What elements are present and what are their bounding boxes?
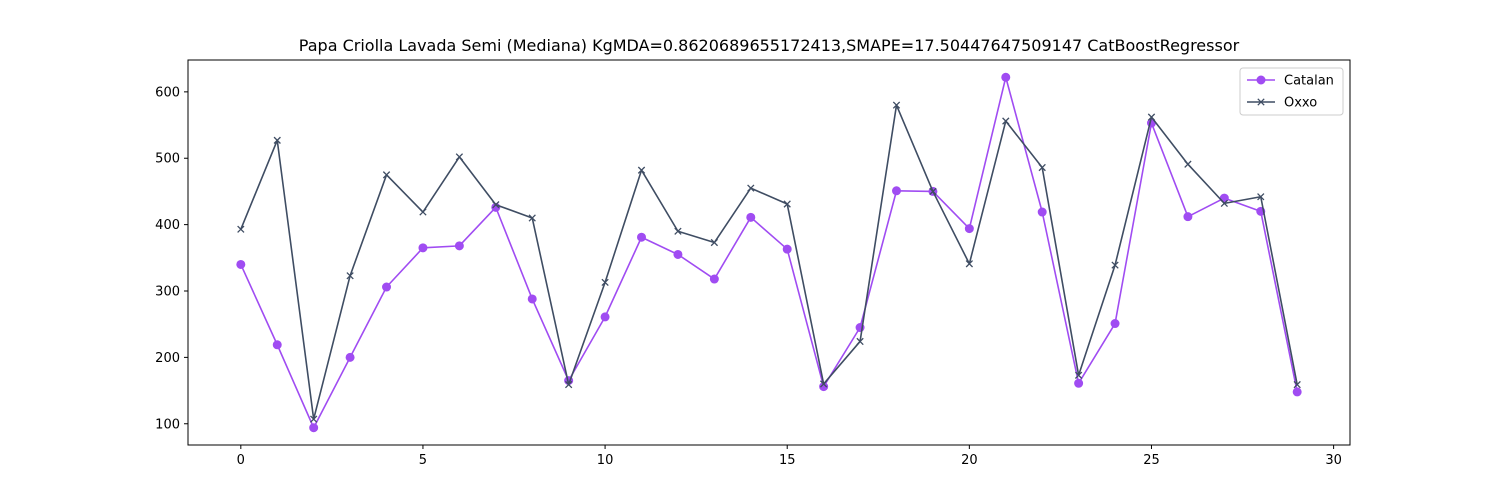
x-tick-label: 20	[961, 453, 978, 468]
y-tick-label: 100	[155, 417, 180, 432]
x-tick-label: 0	[237, 453, 245, 468]
data-point-oxxo	[637, 166, 646, 174]
data-point-oxxo	[1147, 113, 1156, 121]
data-point-oxxo	[856, 337, 864, 346]
data-point-catalan	[709, 274, 719, 284]
chart-title: Papa Criolla Lavada Semi (Mediana) KgMDA…	[299, 36, 1240, 55]
data-point-catalan	[345, 352, 355, 362]
x-tick-label: 25	[1143, 453, 1160, 468]
data-point-catalan	[782, 244, 792, 254]
data-point-oxxo	[1038, 163, 1046, 172]
data-point-catalan	[637, 232, 647, 242]
data-point-catalan	[1110, 319, 1120, 329]
data-point-oxxo	[346, 272, 354, 280]
y-tick-label: 300	[155, 285, 180, 300]
data-point-oxxo	[601, 278, 609, 287]
y-tick-label: 600	[155, 85, 180, 100]
data-point-oxxo	[783, 200, 791, 208]
series-line-oxxo	[240, 104, 1298, 420]
data-point-oxxo	[382, 171, 391, 179]
data-point-catalan	[891, 186, 901, 196]
data-point-oxxo	[419, 208, 427, 216]
data-point-oxxo	[1002, 117, 1010, 125]
y-axis: 100 200 300 400 500 600	[155, 85, 188, 432]
data-point-catalan	[1292, 387, 1302, 397]
series-line-catalan	[240, 76, 1298, 429]
data-point-oxxo	[1293, 380, 1301, 389]
x-tick-label: 30	[1325, 453, 1342, 468]
data-point-oxxo	[929, 187, 937, 196]
y-tick-label: 500	[155, 152, 180, 167]
data-point-oxxo	[1184, 160, 1192, 168]
data-point-oxxo	[1220, 199, 1228, 208]
data-point-oxxo	[273, 136, 281, 144]
series-oxxo	[237, 101, 1301, 423]
legend-item-oxxo: Oxxo	[1247, 96, 1317, 111]
data-point-oxxo	[564, 380, 573, 389]
x-tick-label: 15	[779, 453, 796, 468]
x-axis: 0 5 10 15 20 25 30	[237, 445, 1342, 468]
y-tick-label: 200	[155, 351, 180, 366]
legend-label-oxxo: Oxxo	[1284, 96, 1317, 111]
data-point-catalan	[309, 423, 319, 433]
data-point-oxxo	[965, 260, 974, 268]
data-point-catalan	[1183, 212, 1193, 222]
data-point-catalan	[418, 243, 428, 253]
data-point-oxxo	[1257, 193, 1265, 201]
data-point-oxxo	[747, 184, 755, 192]
legend-marker-oxxo	[1257, 98, 1265, 106]
data-point-catalan	[454, 241, 464, 251]
plot-frame	[187, 59, 1351, 446]
data-point-catalan	[1037, 207, 1047, 217]
data-point-oxxo	[710, 238, 719, 247]
data-point-catalan	[673, 249, 683, 259]
legend-marker-catalan	[1256, 75, 1266, 85]
x-tick-label: 10	[597, 453, 614, 468]
data-point-oxxo	[819, 380, 828, 388]
data-point-catalan	[382, 282, 392, 292]
y-tick-label: 400	[155, 218, 180, 233]
data-point-catalan	[964, 224, 974, 234]
data-point-catalan	[1001, 72, 1011, 82]
data-point-catalan	[527, 294, 537, 304]
data-point-catalan	[1074, 378, 1084, 388]
legend-item-catalan: Catalan	[1247, 74, 1334, 89]
data-point-oxxo	[528, 214, 536, 222]
data-point-oxxo	[892, 101, 901, 109]
data-point-oxxo	[237, 225, 245, 233]
data-point-oxxo	[310, 415, 318, 423]
data-point-catalan	[746, 212, 756, 222]
data-point-catalan	[236, 259, 246, 269]
data-point-oxxo	[455, 153, 464, 161]
data-point-oxxo	[1074, 371, 1083, 379]
x-tick-label: 5	[419, 453, 427, 468]
data-point-oxxo	[492, 201, 500, 209]
legend: Catalan Oxxo	[1239, 67, 1344, 116]
plot-area	[236, 72, 1302, 433]
series-catalan	[236, 72, 1302, 433]
data-point-oxxo	[1111, 261, 1119, 269]
data-point-catalan	[600, 312, 610, 322]
data-point-catalan	[272, 340, 282, 350]
legend-label-catalan: Catalan	[1284, 74, 1334, 89]
data-point-oxxo	[674, 227, 682, 235]
